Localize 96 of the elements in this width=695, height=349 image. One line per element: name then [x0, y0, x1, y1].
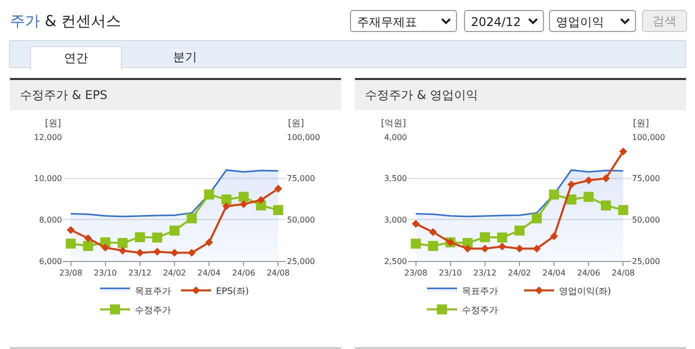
point — [101, 244, 110, 252]
point — [83, 240, 94, 251]
point — [238, 192, 249, 202]
point — [412, 220, 420, 228]
point — [186, 213, 197, 224]
point — [566, 194, 576, 204]
x-tick-label: 24/04 — [198, 268, 221, 278]
point — [152, 232, 162, 243]
y-tick-label: 8,000 — [39, 215, 62, 224]
y2-axis-title: [원] — [288, 119, 304, 129]
y2-tick-label: 100,000 — [287, 132, 320, 142]
y-tick-label: 2,500 — [384, 256, 407, 266]
point — [429, 228, 437, 236]
x-tick-label: 24/02 — [508, 268, 532, 278]
point — [464, 244, 472, 252]
y2-tick-label: 75,000 — [287, 174, 315, 184]
point — [618, 205, 628, 216]
text: 2024/12 — [471, 15, 521, 29]
chart-title: 수정주가 & 영업이익 — [355, 80, 686, 110]
x-tick-label: 24/06 — [232, 268, 256, 278]
legend-label: 목표주가 — [135, 286, 171, 297]
point — [584, 192, 594, 202]
text: 검색 — [642, 10, 687, 32]
point — [274, 184, 282, 193]
point — [602, 174, 610, 182]
x-tick-label: 24/02 — [162, 268, 186, 278]
y-tick-label: 4,000 — [384, 132, 407, 142]
point — [240, 200, 248, 208]
point — [497, 232, 508, 243]
y2-tick-label: 25,000 — [287, 256, 315, 266]
point — [514, 226, 524, 236]
legend-label: 수정주가 — [135, 306, 171, 316]
point — [516, 244, 524, 252]
x-tick-label: 23/12 — [128, 268, 152, 278]
point — [428, 240, 438, 251]
x-tick-label: 24/08 — [266, 268, 290, 278]
point — [600, 200, 611, 210]
legend-label: 목표주가 — [462, 286, 498, 297]
y-tick-label: 3,000 — [384, 215, 407, 224]
text: 연간 — [30, 46, 122, 70]
y2-tick-label: 50,000 — [632, 215, 660, 224]
point — [273, 205, 284, 216]
y2-tick-label: 75,000 — [632, 174, 660, 184]
point — [118, 246, 127, 255]
point — [153, 248, 162, 256]
point — [66, 226, 75, 234]
y2-tick-label: 100,000 — [632, 132, 666, 142]
y-tick-label: 3,500 — [384, 174, 407, 184]
point — [549, 190, 560, 200]
point — [66, 238, 76, 249]
y2-axis-title: [원] — [633, 119, 650, 129]
text: 주가 & 컨센서스 — [10, 12, 122, 30]
text: 영업이익 — [556, 15, 604, 29]
point — [134, 232, 145, 242]
point — [584, 176, 593, 184]
y-tick-label: 12,000 — [34, 132, 62, 142]
point — [480, 232, 490, 242]
y-tick-label: 10,000 — [34, 174, 62, 184]
text: 분기 — [172, 49, 198, 66]
text: 주재무제표 — [357, 15, 417, 29]
point — [532, 213, 542, 224]
y2-tick-label: 50,000 — [287, 215, 315, 224]
point — [222, 202, 230, 210]
x-tick-label: 23/10 — [94, 268, 117, 278]
point — [567, 180, 576, 188]
y2-tick-label: 25,000 — [632, 256, 660, 266]
point — [205, 238, 213, 246]
point — [136, 248, 144, 257]
point — [410, 238, 421, 249]
point — [619, 148, 628, 156]
x-tick-label: 24/04 — [542, 268, 566, 278]
point — [188, 248, 196, 257]
point — [170, 226, 180, 236]
y-axis-title: [원] — [45, 119, 62, 129]
point — [257, 196, 265, 204]
point — [170, 248, 178, 257]
x-tick-label: 23/10 — [438, 268, 462, 278]
point — [84, 234, 92, 242]
x-tick-label: 24/06 — [577, 268, 600, 278]
point — [481, 244, 489, 252]
x-tick-label: 24/08 — [612, 268, 635, 278]
x-tick-label: 23/08 — [404, 268, 428, 278]
legend-label: 영업이익(좌) — [559, 286, 612, 297]
point — [221, 194, 232, 204]
point — [118, 238, 128, 248]
chart-title: 수정주가 & EPS — [10, 80, 341, 110]
legend-label: EPS(좌) — [216, 286, 249, 297]
point — [532, 244, 541, 252]
y-axis-title: [억원] — [381, 119, 406, 129]
point — [204, 190, 214, 200]
x-tick-label: 23/12 — [473, 268, 496, 278]
y-tick-label: 6,000 — [39, 256, 62, 266]
legend-label: 수정주가 — [462, 306, 498, 316]
point — [550, 232, 558, 240]
point — [498, 242, 506, 250]
x-tick-label: 23/08 — [59, 268, 82, 278]
